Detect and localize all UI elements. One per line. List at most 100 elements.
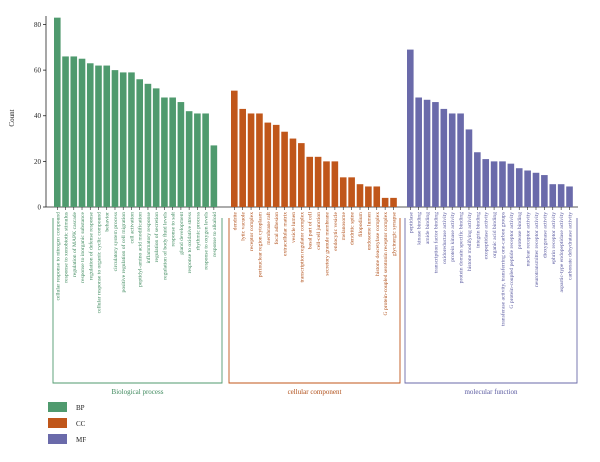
- category-label: protease binding: [517, 212, 523, 249]
- category-label: integrin binding: [475, 212, 481, 248]
- bar-mf: [499, 161, 506, 207]
- bar-mf: [507, 163, 515, 207]
- bar-mf: [474, 152, 481, 207]
- category-label: rhythmic process: [195, 212, 201, 250]
- category-label: regulation of MAPK cascade: [71, 211, 78, 277]
- bar-cc: [289, 138, 297, 207]
- legend-swatch-mf: [48, 434, 67, 444]
- bar-bp: [185, 111, 193, 207]
- bar-bp: [119, 72, 127, 207]
- y-tick-label: 60: [34, 67, 42, 75]
- bar-cc: [331, 161, 339, 207]
- category-label: cell activation: [129, 212, 135, 244]
- bar-cc: [256, 113, 263, 207]
- category-label: amide binding: [425, 212, 431, 244]
- bar-cc: [373, 186, 381, 207]
- category-label: response to oxygen levels: [204, 212, 210, 270]
- category-label: regulation of body fluid levels: [161, 212, 168, 280]
- bar-mf: [566, 186, 573, 207]
- bar-mf: [465, 129, 473, 207]
- category-label: filopodium: [357, 211, 364, 237]
- group-bracket-bp: [52, 218, 223, 384]
- category-label: lytic vacuole: [241, 211, 247, 240]
- category-label: G protein-coupled serotonin receptor com…: [383, 212, 389, 316]
- legend-swatch-bp: [48, 402, 67, 412]
- bar-mf: [557, 184, 565, 207]
- legend-label-bp: BP: [76, 404, 85, 412]
- category-label: transcription factor binding: [432, 212, 439, 273]
- bar-mf: [490, 161, 498, 207]
- bar-bp: [103, 65, 111, 207]
- category-label: response to oxidative stress: [187, 212, 193, 273]
- bar-bp: [62, 56, 69, 207]
- category-label: neurotransmitter receptor activity: [534, 212, 540, 287]
- category-label: endosome lumen: [366, 212, 372, 250]
- group-label-mf: molecular function: [464, 388, 518, 396]
- category-label: regulation of secretion: [153, 212, 160, 263]
- bar-cc: [264, 122, 272, 207]
- bar-mf: [448, 113, 456, 207]
- bar-mf: [541, 175, 548, 207]
- category-label: kinase binding: [417, 212, 423, 245]
- category-label: transferase activity, transferring one-c…: [499, 212, 506, 326]
- y-tick-label: 0: [38, 203, 42, 211]
- bar-bp: [136, 79, 143, 207]
- bar-mf: [432, 102, 439, 207]
- category-label: peptidase: [408, 211, 414, 233]
- bars: [46, 17, 578, 210]
- category-label: cell-cell junction: [316, 212, 322, 250]
- bar-bp: [210, 145, 218, 207]
- legend: BP CC MF: [48, 402, 86, 444]
- category-label: protein domain specific binding: [458, 212, 465, 284]
- bar-cc: [323, 161, 330, 207]
- bar-cc: [381, 197, 389, 207]
- category-label: positive regulation of cell migration: [120, 212, 127, 293]
- bar-mf: [549, 184, 557, 207]
- bar-mf: [423, 99, 431, 207]
- bar-cc: [314, 156, 322, 207]
- category-label: aspartic-type endopeptidase activity: [559, 212, 565, 293]
- category-label: circulatory system process: [113, 212, 119, 271]
- y-tick-label: 80: [34, 21, 42, 29]
- category-labels: cellular response to nitrogen compound re…: [55, 211, 573, 326]
- group-label-cc: cellular component: [288, 388, 342, 396]
- category-label: oxidoreductase activity: [442, 212, 448, 264]
- bar-bp: [152, 88, 160, 207]
- bar-cc: [239, 108, 246, 207]
- category-label: vesicle lumen: [291, 212, 297, 243]
- bar-bp: [161, 97, 168, 207]
- bar-bp: [144, 83, 152, 207]
- bar-bp: [70, 56, 78, 207]
- y-axis: 0 20 40 60 80: [34, 16, 47, 211]
- legend-swatch-cc: [48, 418, 67, 428]
- bar-mf: [532, 172, 540, 207]
- category-label: membrane raft: [265, 212, 272, 245]
- category-label: histone deacetylase complex: [375, 212, 381, 276]
- bar-bp: [177, 102, 185, 207]
- category-label: perinuclear region cytoplasm: [257, 211, 263, 277]
- bar-mf: [440, 108, 448, 207]
- bar-cc: [272, 124, 280, 207]
- category-label: response to inorganic substance: [80, 211, 86, 282]
- category-label: response to alkaloid: [212, 212, 218, 257]
- category-label: organic acid binding: [492, 212, 498, 258]
- legend-label-cc: CC: [76, 420, 86, 428]
- bar-cc: [339, 177, 347, 207]
- bar-cc: [390, 197, 397, 207]
- category-label: ephrin receptor activity: [551, 212, 557, 264]
- category-label: cellular response to nitrogen compound: [55, 212, 61, 301]
- category-label: peptidyl-amino acid modification: [137, 212, 144, 287]
- bar-bp: [54, 17, 61, 207]
- bar-mf: [515, 168, 523, 207]
- bar-cc: [281, 131, 288, 207]
- bar-mf: [457, 113, 464, 207]
- bar-cc: [247, 113, 255, 207]
- legend-label-mf: MF: [76, 436, 86, 444]
- category-label: dendrite: [232, 211, 238, 230]
- category-label: G protein-coupled peptide receptor activ…: [509, 212, 515, 309]
- bar-mf: [415, 97, 422, 207]
- category-label: nuclear receptor activity: [526, 212, 532, 267]
- bar-bp: [194, 113, 201, 207]
- category-label: focal adhesion: [273, 212, 280, 245]
